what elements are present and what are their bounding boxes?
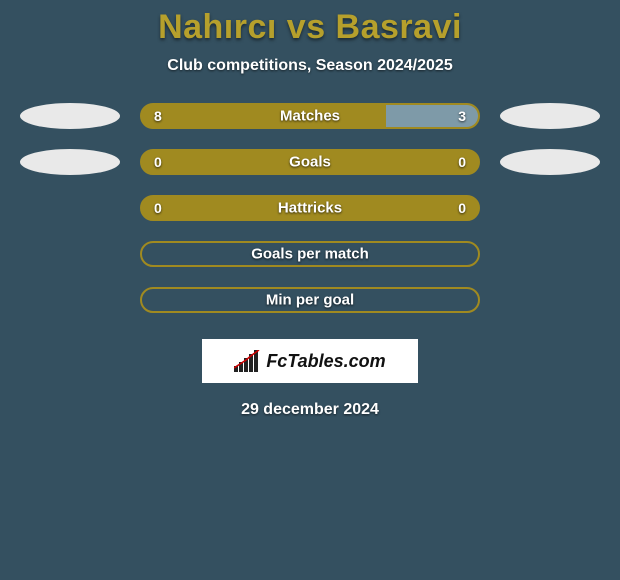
- badge-spacer: [20, 287, 120, 313]
- stat-value-left: 8: [154, 108, 162, 124]
- comparison-widget: Nahırcı vs Basravi Club competitions, Se…: [0, 0, 620, 419]
- stat-value-right: 0: [458, 200, 466, 216]
- stat-value-left: 0: [154, 154, 162, 170]
- stat-label: Goals: [289, 154, 331, 171]
- bar-fill-left: [142, 105, 386, 127]
- stat-row: 8 Matches 3: [0, 103, 620, 129]
- stat-label: Matches: [280, 108, 340, 125]
- stat-label: Goals per match: [251, 246, 369, 263]
- stat-value-right: 3: [458, 108, 466, 124]
- stat-row: Goals per match: [0, 241, 620, 267]
- stat-row: 0 Goals 0: [0, 149, 620, 175]
- page-subtitle: Club competitions, Season 2024/2025: [167, 57, 452, 75]
- player-badge-right: [500, 103, 600, 129]
- badge-spacer: [20, 195, 120, 221]
- stat-bar-matches: 8 Matches 3: [140, 103, 480, 129]
- logo-text: FcTables.com: [266, 351, 385, 372]
- stat-value-right: 0: [458, 154, 466, 170]
- stat-bar-gpm: Goals per match: [140, 241, 480, 267]
- chart-icon: [234, 350, 260, 372]
- fctables-logo[interactable]: FcTables.com: [202, 339, 418, 383]
- player-badge-right: [500, 149, 600, 175]
- badge-spacer: [500, 195, 600, 221]
- stat-row: 0 Hattricks 0: [0, 195, 620, 221]
- stat-row: Min per goal: [0, 287, 620, 313]
- stat-label: Hattricks: [278, 200, 342, 217]
- badge-spacer: [500, 287, 600, 313]
- badge-spacer: [20, 241, 120, 267]
- generated-date: 29 december 2024: [241, 401, 379, 419]
- stat-bar-goals: 0 Goals 0: [140, 149, 480, 175]
- page-title: Nahırcı vs Basravi: [158, 8, 462, 47]
- stat-label: Min per goal: [266, 292, 354, 309]
- player-badge-left: [20, 103, 120, 129]
- stat-bar-mpg: Min per goal: [140, 287, 480, 313]
- stat-value-left: 0: [154, 200, 162, 216]
- player-badge-left: [20, 149, 120, 175]
- badge-spacer: [500, 241, 600, 267]
- stat-bar-hattricks: 0 Hattricks 0: [140, 195, 480, 221]
